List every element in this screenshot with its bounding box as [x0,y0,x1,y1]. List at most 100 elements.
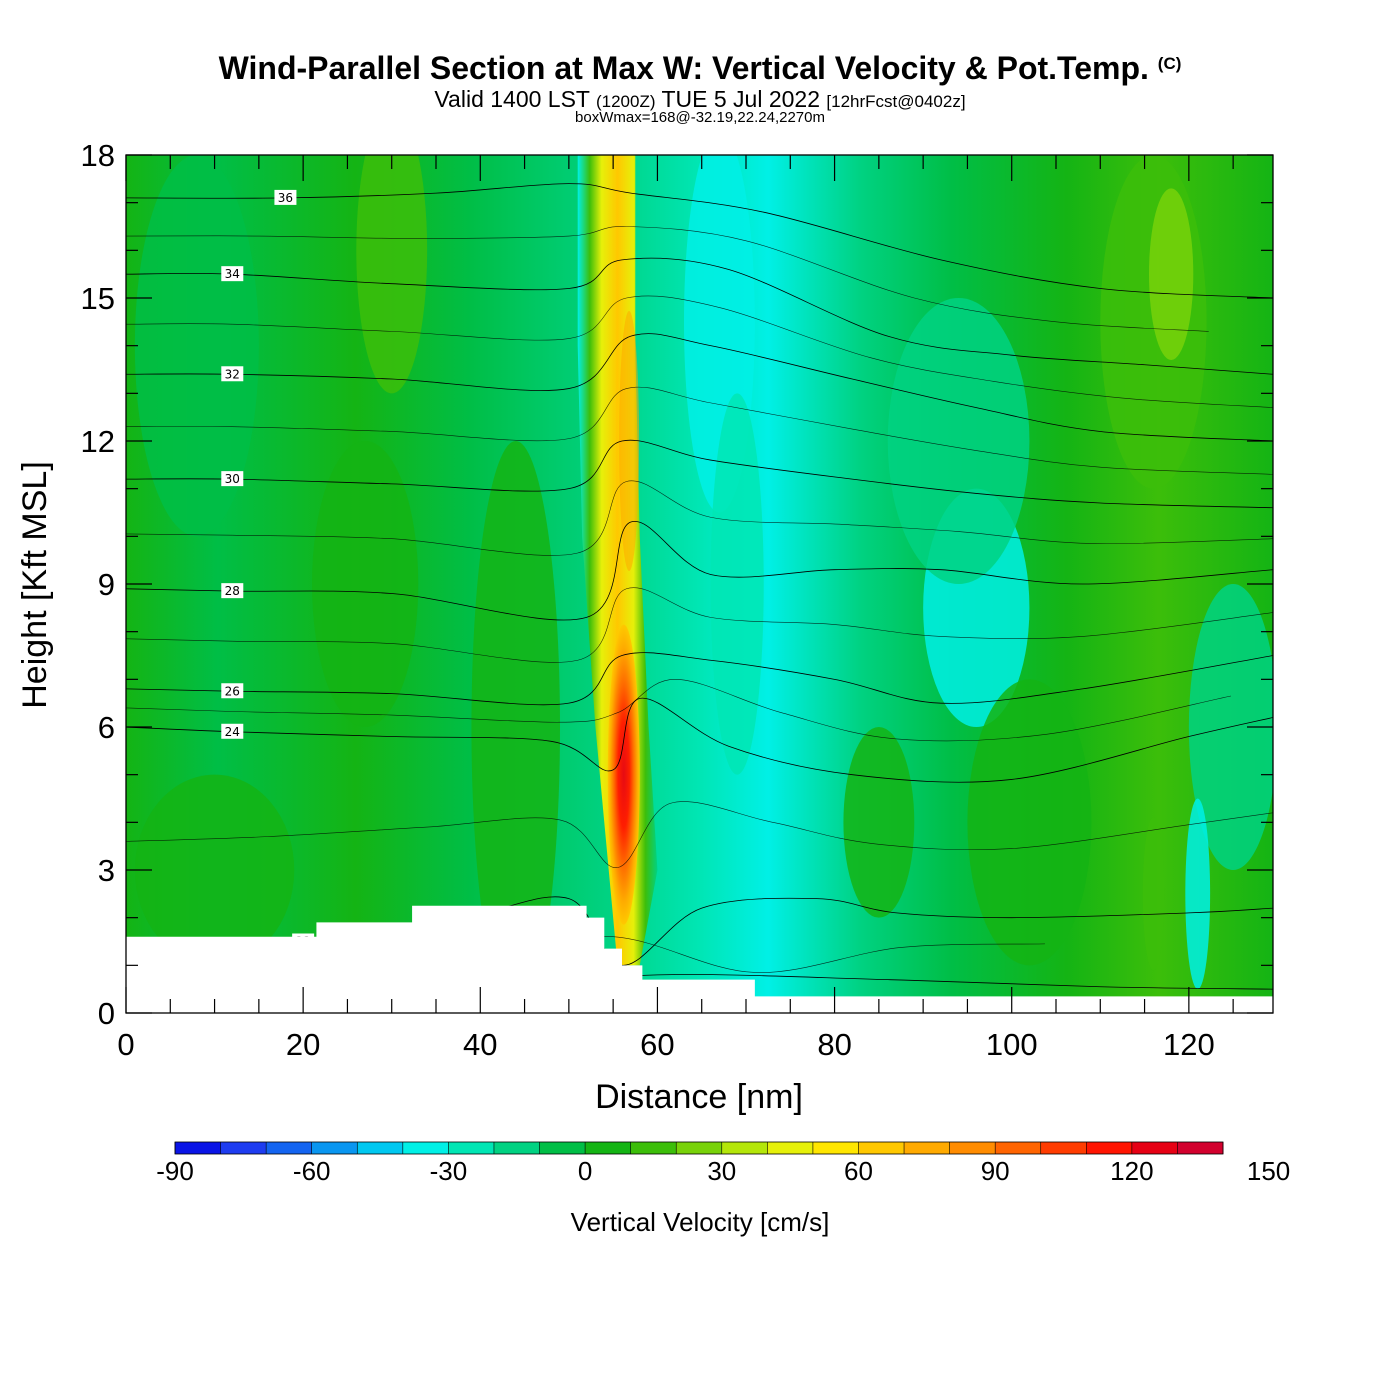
colorbar-swatch-12 [721,1142,768,1154]
theta-contour-30 [126,439,1273,509]
field-cell-5 [710,393,764,775]
updraft-core [607,624,640,925]
x-tick-label-0: 0 [117,1027,134,1062]
colorbar-label--90: -90 [156,1156,194,1186]
x-tick-label-120: 120 [1163,1027,1215,1062]
x-tick-label-100: 100 [986,1027,1038,1062]
colorbar-label--60: -60 [293,1156,331,1186]
field-cell-13 [1142,817,1165,971]
x-tick-label-80: 80 [817,1027,851,1062]
colorbar-swatch-7 [493,1142,541,1154]
colorbar-swatch-15 [858,1142,905,1154]
svg-text:28: 28 [225,584,240,598]
field-cell-10 [967,679,1092,966]
svg-text:24: 24 [225,725,240,739]
field-cell-3 [471,441,560,1013]
colorbar-swatch-2 [266,1142,313,1154]
colorbar-swatch-11 [676,1142,723,1154]
colorbar-label-90: 90 [981,1156,1010,1186]
y-tick-label-12: 12 [81,424,115,459]
theta-label-26: 26 [221,683,244,699]
colorbar-swatch-21 [1131,1142,1178,1154]
terrain-mask [126,905,1273,1013]
y-axis-label: Height [Kft MSL] [16,461,54,709]
colorbar-swatch-17 [949,1142,996,1154]
y-tick-label-6: 6 [98,710,115,745]
field-cell-2 [312,441,419,727]
colorbar-swatch-20 [1086,1142,1133,1154]
x-tick-label-20: 20 [286,1027,320,1062]
theta-contour-intermediate-5 [126,386,1273,475]
theta-label-36: 36 [274,189,297,205]
field-cell-15 [134,774,295,966]
y-tick-label-3: 3 [98,853,115,888]
colorbar-swatch-9 [585,1142,632,1154]
x-tick-label-60: 60 [640,1027,674,1062]
colorbar-swatch-4 [357,1142,404,1154]
theta-contour-intermediate-1 [126,801,1273,868]
theta-contour-34 [126,257,1273,375]
field-cell-0 [134,155,259,537]
colorbar-label--30: -30 [430,1156,468,1186]
field-cell-1 [356,155,428,394]
svg-text:36: 36 [278,191,293,205]
colorbar-swatch-0 [175,1142,222,1154]
y-tick-label-9: 9 [98,567,115,602]
theta-contour-28 [126,521,1273,621]
svg-text:26: 26 [225,684,240,698]
theta-label-32: 32 [221,366,244,382]
colorbar-swatch-1 [220,1142,267,1154]
chart-title: Wind-Parallel Section at Max W: Vertical… [218,50,1182,86]
field-cell-14 [843,727,915,918]
theta-contour-intermediate-7 [126,226,1209,332]
y-tick-label-0: 0 [98,996,115,1031]
svg-text:34: 34 [225,267,240,281]
terrain-fill [126,905,1273,1013]
theta-contour-24 [126,697,1273,783]
colorbar-swatch-14 [812,1142,859,1154]
y-tick-label-15: 15 [81,281,115,316]
colorbar-swatch-18 [995,1142,1042,1154]
colorbar-swatch-5 [402,1142,449,1154]
colorbar-swatch-16 [904,1142,951,1154]
chart-subtitle: Valid 1400 LST (1200Z) TUE 5 Jul 2022 [1… [434,86,966,112]
colorbar: -90 -60 -30 0 30 60 90 120 150 [156,1141,1290,1186]
theta-label-34: 34 [221,266,244,282]
colorbar-label-120: 120 [1110,1156,1153,1186]
theta-label-24: 24 [221,723,244,739]
colorbar-label-150: 150 [1247,1156,1290,1186]
theta-contour-intermediate-6 [126,295,1273,408]
theta-contour-32 [126,333,1273,442]
colorbar-title: Vertical Velocity [cm/s] [571,1207,830,1237]
colorbar-swatch-19 [1040,1142,1087,1154]
theta-contour-intermediate-4 [126,480,1273,556]
colorbar-swatch-8 [539,1142,586,1154]
theta-contour-26 [126,652,1273,706]
potential-temperature-contours: 202224262830323436 [126,183,1273,994]
field-cell-7 [887,298,1030,584]
field-cell-12 [1185,798,1211,990]
x-axis-label: Distance [nm] [595,1078,803,1116]
vertical-velocity-field [126,155,1273,1013]
colorbar-swatch-10 [630,1142,677,1154]
colorbar-label-0: 0 [578,1156,592,1186]
x-tick-label-40: 40 [463,1027,497,1062]
colorbar-label-60: 60 [844,1156,873,1186]
field-cell-9 [1149,188,1194,360]
svg-text:30: 30 [225,472,240,486]
theta-label-30: 30 [221,471,244,487]
colorbar-frame [174,1141,1224,1155]
theta-contour-intermediate-3 [126,587,1273,663]
colorbar-swatch-22 [1177,1142,1224,1154]
chart-subnote: boxWmax=168@-32.19,22.24,2270m [575,109,825,126]
theta-contour-intermediate-2 [126,679,1231,742]
svg-text:32: 32 [225,367,240,381]
colorbar-swatch-6 [448,1142,495,1154]
updraft-upper [619,311,640,571]
y-tick-label-18: 18 [81,138,115,173]
theta-contour-36 [126,183,1273,299]
colorbar-label-30: 30 [707,1156,736,1186]
colorbar-swatch-3 [311,1142,358,1154]
